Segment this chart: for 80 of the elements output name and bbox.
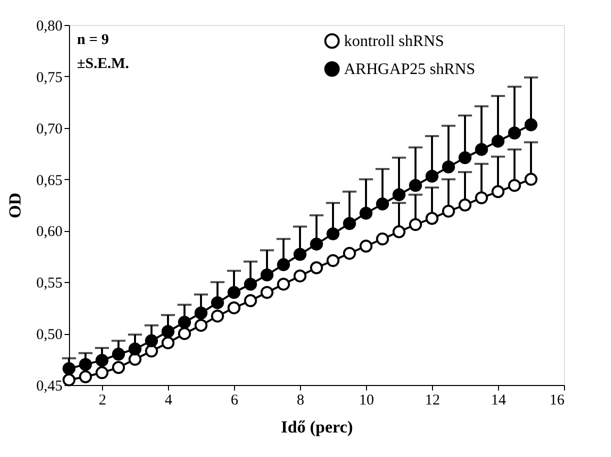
point [145,344,158,358]
point [524,172,538,186]
point [508,126,521,140]
point [178,327,191,340]
point [62,373,76,386]
point [492,134,504,148]
point [244,278,257,291]
point [79,358,92,371]
annotation: ±S.E.M. [77,56,130,72]
point [360,206,372,220]
point [475,142,488,156]
x-tick-label: 8 [296,392,304,408]
point [310,238,323,251]
point [277,278,290,291]
y-axis-title: OD [5,192,24,218]
y-tick-label: 0,65 [36,172,62,189]
point [343,217,356,230]
point [294,270,306,282]
point [326,227,340,240]
point [409,178,422,192]
point [277,258,290,272]
point [162,336,174,350]
point [211,310,224,323]
point [376,198,389,210]
point [294,248,306,261]
x-tick-label: 2 [98,392,106,408]
x-tick-label: 12 [425,392,440,408]
point [458,198,472,212]
point [475,191,488,204]
x-axis-title: Idő (perc) [281,418,353,436]
point [228,286,240,299]
point [112,348,125,361]
point [145,334,158,348]
y-tick-label: 0,80 [36,18,62,34]
point [194,306,208,320]
point [79,370,92,384]
point [112,361,125,374]
x-tick-label: 14 [491,392,506,408]
point [260,268,274,282]
point [244,294,257,308]
point [228,301,240,314]
y-tick-label: 0,75 [36,70,62,86]
point [392,225,406,238]
point [96,354,108,367]
annotation: n = 9 [77,32,109,48]
point [442,160,455,174]
point [458,151,472,164]
point [376,232,389,246]
point [426,170,438,183]
legend-label: ARHGAP25 shRNS [344,61,476,78]
legend-label: kontroll shRNS [344,33,444,50]
y-tick-label: 0,70 [36,121,62,138]
point [260,286,274,299]
point [211,296,224,310]
point [326,254,340,268]
point [442,204,455,218]
point [194,318,208,332]
point [392,188,406,202]
point [492,185,504,198]
point [128,352,142,366]
x-tick-label: 6 [230,392,239,408]
point [128,342,142,356]
point [524,118,538,132]
point [162,325,174,338]
point [310,261,323,274]
point [426,212,438,225]
point [360,240,372,253]
y-tick-label: 0,45 [36,378,62,394]
point [62,362,76,376]
x-tick-label: 16 [550,392,565,408]
x-tick-label: 10 [359,392,374,408]
y-tick-label: 0,55 [36,276,62,292]
y-tick-label: 0,60 [36,224,62,240]
point [96,366,108,380]
point [508,178,521,192]
y-tick-label: 0,50 [36,327,62,344]
point [178,316,191,329]
point [343,246,356,260]
point [409,218,422,232]
x-tick-label: 4 [164,392,173,408]
